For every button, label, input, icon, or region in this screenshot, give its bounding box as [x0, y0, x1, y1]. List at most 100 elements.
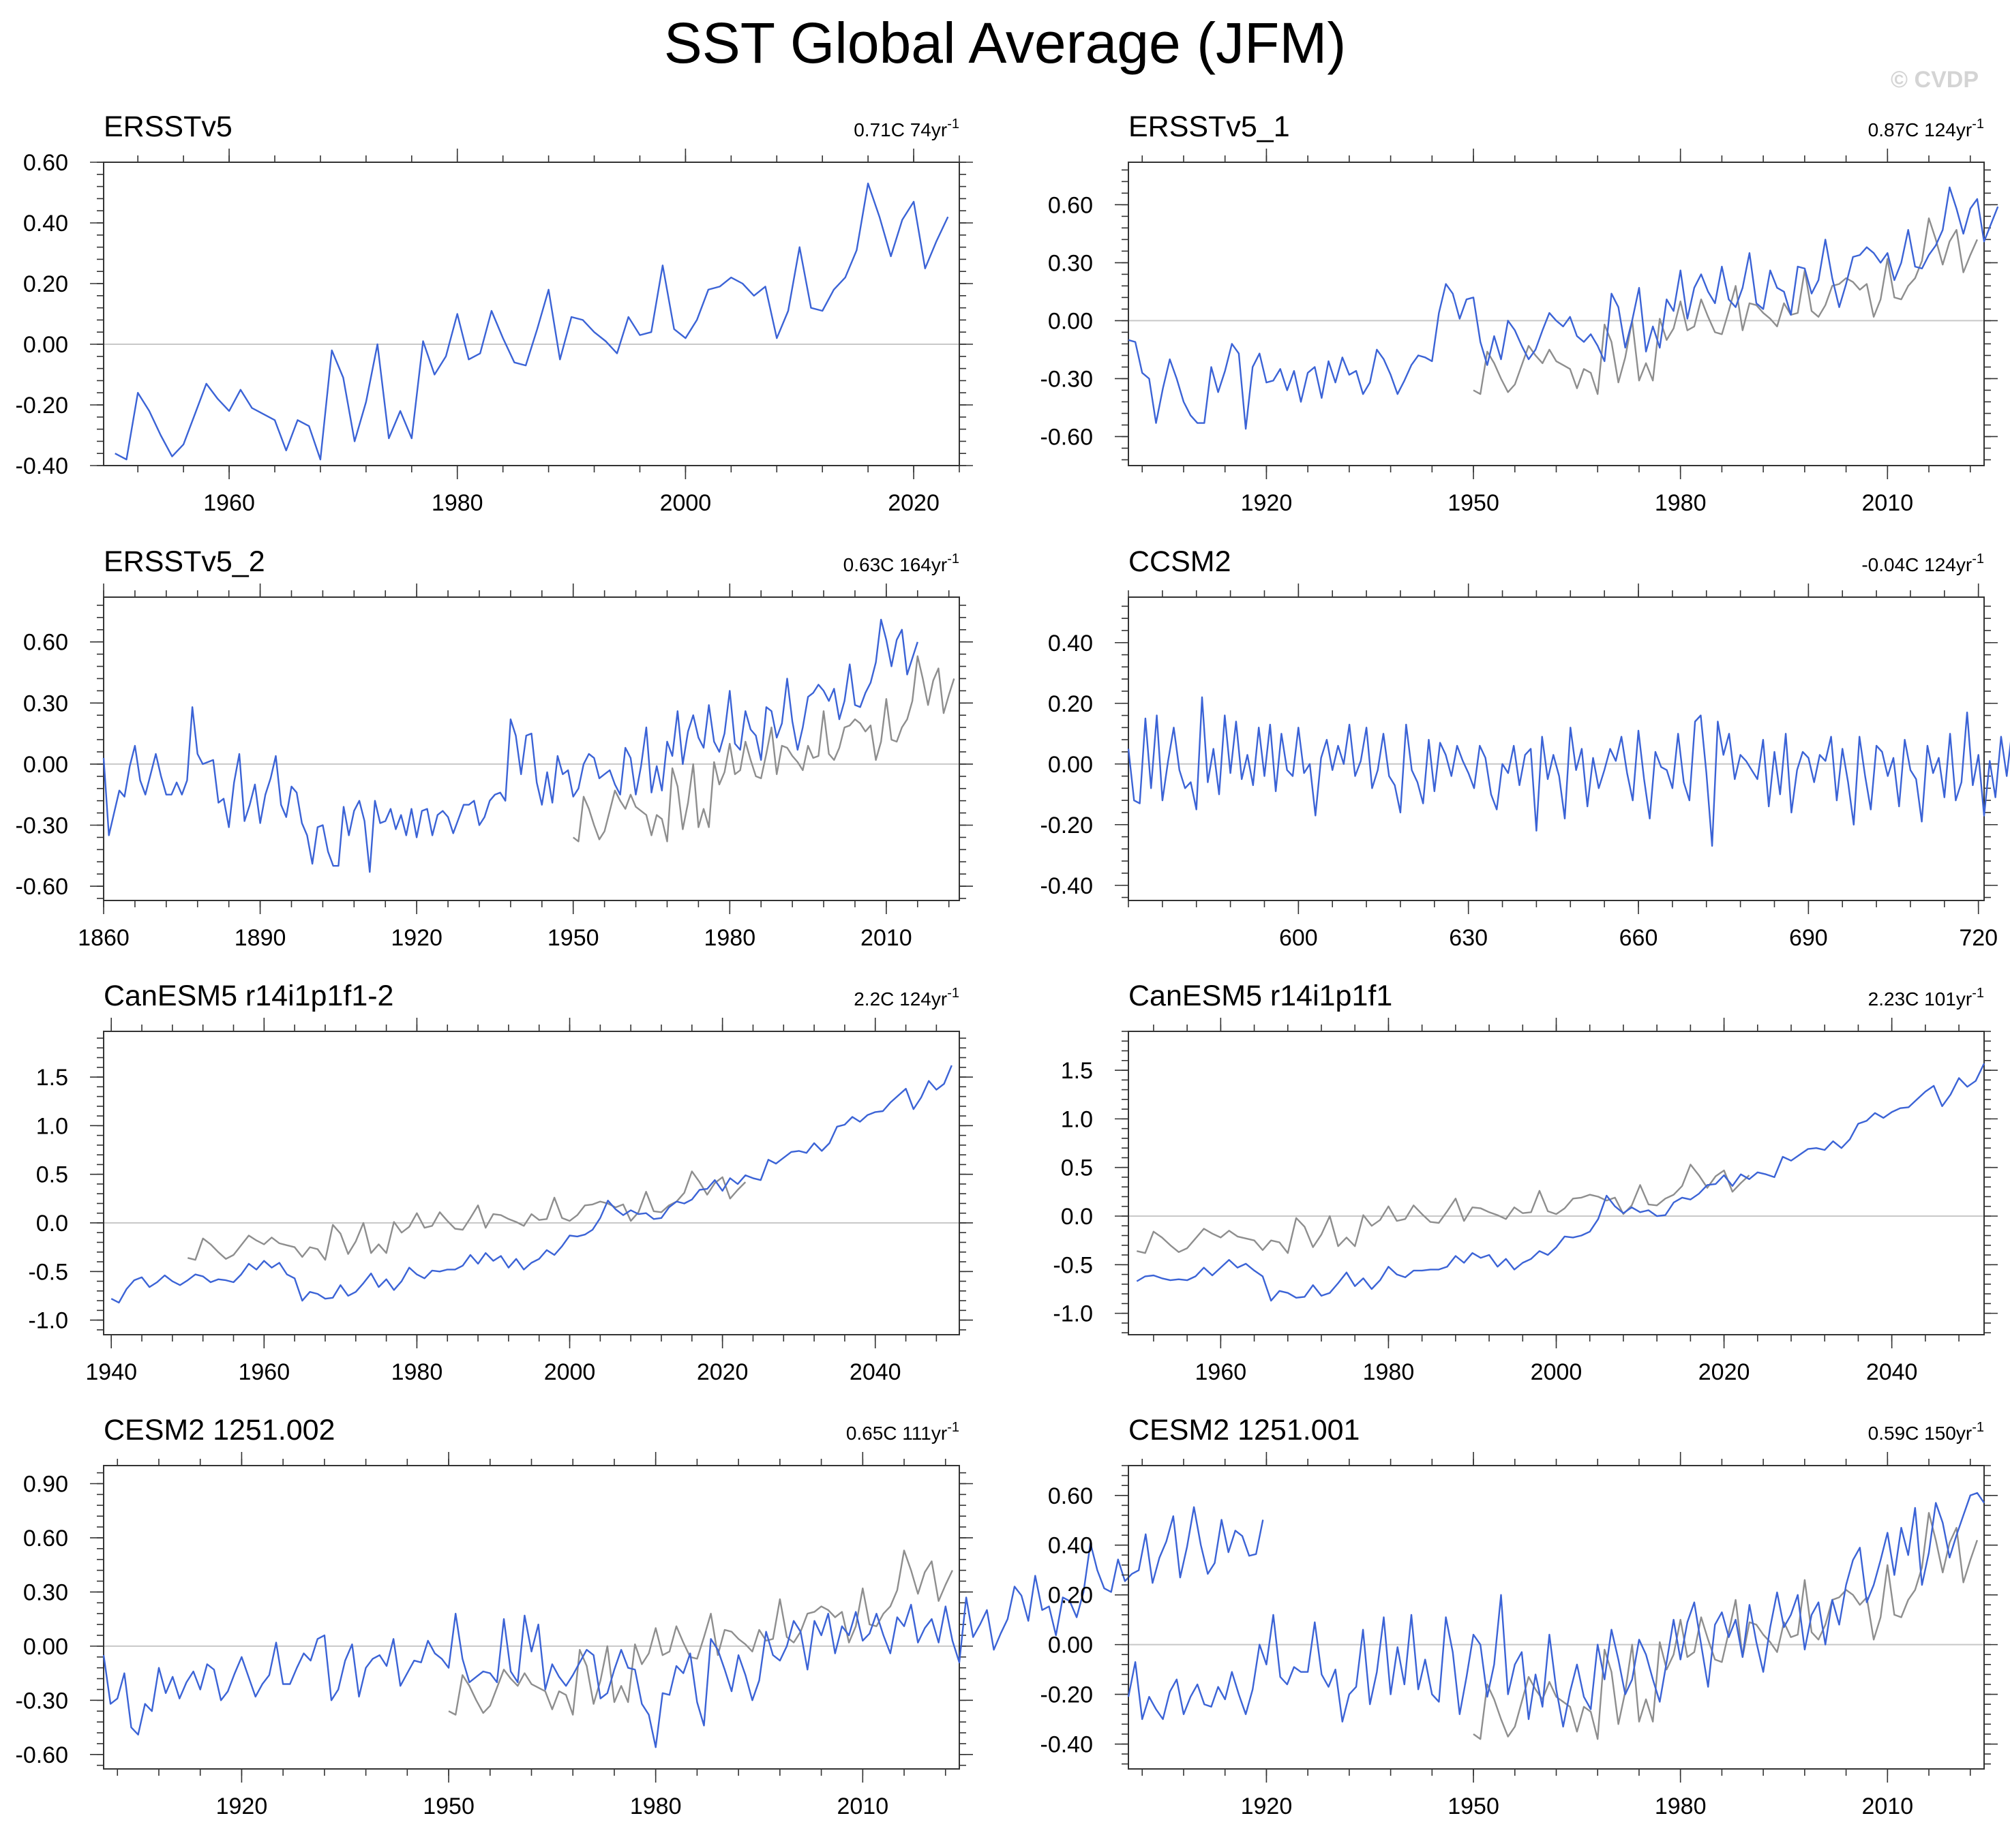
series-line	[102, 618, 918, 873]
reference-series-line	[1137, 1164, 1750, 1254]
x-tick-label: 1980	[704, 925, 755, 951]
trend-label-exponent: -1	[947, 551, 959, 566]
y-tick-label: 0.60	[23, 1526, 68, 1551]
x-tick-label: 2010	[1861, 1793, 1913, 1819]
trend-label-exponent: -1	[1972, 1420, 1984, 1435]
x-tick-label: 1980	[1655, 1793, 1707, 1819]
panel-6: CanESM5 r14i1p1f1 2.23C 101yr-1 1960 1980 20…	[1053, 980, 1998, 1385]
x-tick-label: 2010	[860, 925, 912, 951]
y-tick-label: 0.20	[1048, 1583, 1093, 1609]
x-tick-label: 1860	[78, 925, 130, 951]
y-tick-label: -0.5	[1053, 1252, 1093, 1278]
panel-7: CESM2 1251.002 0.65C 111yr-1 1920 1950 1980 2…	[16, 1414, 1264, 1819]
trend-label: 0.87C 124yr-1	[1868, 117, 1984, 140]
trend-label: 0.71C 74yr-1	[854, 117, 959, 140]
panel-8: CESM2 1251.001 0.59C 150yr-1 1920 1950 1980 2…	[1040, 1414, 1998, 1819]
y-tick-label: 0.00	[1048, 308, 1093, 334]
y-tick-label: 0.30	[23, 1579, 68, 1605]
trend-label: 0.63C 164yr-1	[843, 551, 959, 575]
y-tick-label: 0.00	[1048, 752, 1093, 778]
trend-label-exponent: -1	[1972, 986, 1984, 1001]
series-line	[102, 1506, 1264, 1748]
y-tick-label: 0.30	[1048, 250, 1093, 276]
trend-label: 2.2C 124yr-1	[854, 986, 959, 1010]
plot-frame	[103, 1031, 960, 1335]
trend-label: -0.04C 124yr-1	[1861, 551, 1984, 575]
x-tick-label: 1920	[216, 1793, 268, 1819]
y-tick-label: 0.60	[1048, 192, 1093, 218]
panel-title: CESM2 1251.002	[104, 1414, 335, 1446]
panel-3: ERSSTv5_2 0.63C 164yr-1 1860 1890 1920 1950 19…	[16, 545, 973, 951]
plot-frame	[1128, 1031, 1985, 1335]
plot-frame	[103, 162, 960, 466]
y-tick-label: 0.40	[23, 211, 68, 237]
figure-title: SST Global Average (JFM)	[664, 11, 1347, 75]
y-tick-label: 1.0	[1061, 1106, 1093, 1132]
x-tick-label: 1940	[85, 1359, 137, 1385]
y-tick-label: -0.30	[1040, 366, 1094, 392]
y-tick-label: 0.5	[1061, 1155, 1093, 1181]
x-tick-label: 2000	[660, 490, 712, 516]
x-tick-label: 2020	[697, 1359, 749, 1385]
y-tick-label: 0.60	[23, 630, 68, 656]
y-tick-label: -0.40	[1040, 873, 1094, 899]
y-tick-label: -1.0	[28, 1308, 68, 1334]
trend-label-exponent: -1	[1972, 551, 1984, 566]
x-tick-label: 1950	[1448, 1793, 1499, 1819]
panel-4: CCSM2 -0.04C 124yr-1 600 630 660 690 720 -0.40 -…	[1040, 545, 2010, 951]
y-tick-label: -0.20	[16, 393, 69, 419]
y-tick-label: 1.5	[36, 1065, 68, 1091]
x-tick-label: 1950	[548, 925, 599, 951]
y-tick-label: -0.40	[1040, 1732, 1094, 1758]
x-tick-label: 1920	[391, 925, 442, 951]
y-tick-label: 0.20	[1048, 691, 1093, 717]
x-tick-label: 1960	[238, 1359, 290, 1385]
watermark: © CVDP	[1891, 67, 1979, 93]
y-tick-label: -0.20	[1040, 813, 1094, 838]
x-tick-label: 2020	[888, 490, 940, 516]
x-tick-label: 1960	[1195, 1359, 1247, 1385]
reference-series-line	[572, 655, 955, 843]
panel-title: ERSSTv5_1	[1128, 110, 1290, 143]
x-tick-label: 600	[1279, 925, 1318, 951]
x-tick-label: 630	[1449, 925, 1488, 951]
x-tick-label: 1980	[391, 1359, 443, 1385]
y-tick-label: -0.30	[16, 813, 69, 838]
series-line	[1128, 186, 1999, 430]
x-tick-label: 1920	[1241, 1793, 1293, 1819]
x-tick-label: 1980	[1655, 490, 1707, 516]
y-tick-label: -0.30	[16, 1688, 69, 1714]
y-tick-label: 0.20	[23, 271, 68, 297]
y-tick-label: 0.60	[1048, 1483, 1093, 1509]
x-tick-label: 1950	[423, 1793, 475, 1819]
plot-frame	[1128, 1465, 1985, 1770]
y-tick-label: -0.60	[16, 874, 69, 900]
series-line	[115, 182, 949, 461]
reference-series-line	[448, 1549, 953, 1716]
x-tick-label: 2000	[544, 1359, 596, 1385]
x-tick-label: 1980	[1363, 1359, 1415, 1385]
y-tick-label: -0.40	[16, 453, 69, 479]
y-tick-label: -0.20	[1040, 1682, 1094, 1708]
reference-series-line	[1473, 217, 1978, 395]
trend-label-exponent: -1	[1972, 117, 1984, 132]
x-tick-label: 660	[1619, 925, 1658, 951]
x-tick-label: 1950	[1448, 490, 1499, 516]
x-tick-label: 2020	[1698, 1359, 1750, 1385]
y-tick-label: 0.40	[1048, 631, 1093, 656]
series-line	[1127, 696, 2010, 847]
trend-label-exponent: -1	[947, 117, 959, 132]
plot-frame	[1128, 162, 1985, 466]
x-tick-label: 1920	[1241, 490, 1293, 516]
y-tick-label: 1.0	[36, 1113, 68, 1139]
x-tick-label: 2010	[1861, 490, 1913, 516]
reference-series-line	[187, 1170, 747, 1261]
panel-title: CESM2 1251.001	[1128, 1414, 1360, 1446]
y-tick-label: 0.5	[36, 1162, 68, 1188]
x-tick-label: 2040	[850, 1359, 901, 1385]
panel-title: CanESM5 r14i1p1f1-2	[104, 980, 393, 1012]
trend-label-exponent: -1	[947, 1420, 959, 1435]
panel-1: ERSSTv5 0.71C 74yr-1 1960 1980 2000 2020 -0.40…	[16, 110, 973, 516]
x-tick-label: 1960	[203, 490, 255, 516]
